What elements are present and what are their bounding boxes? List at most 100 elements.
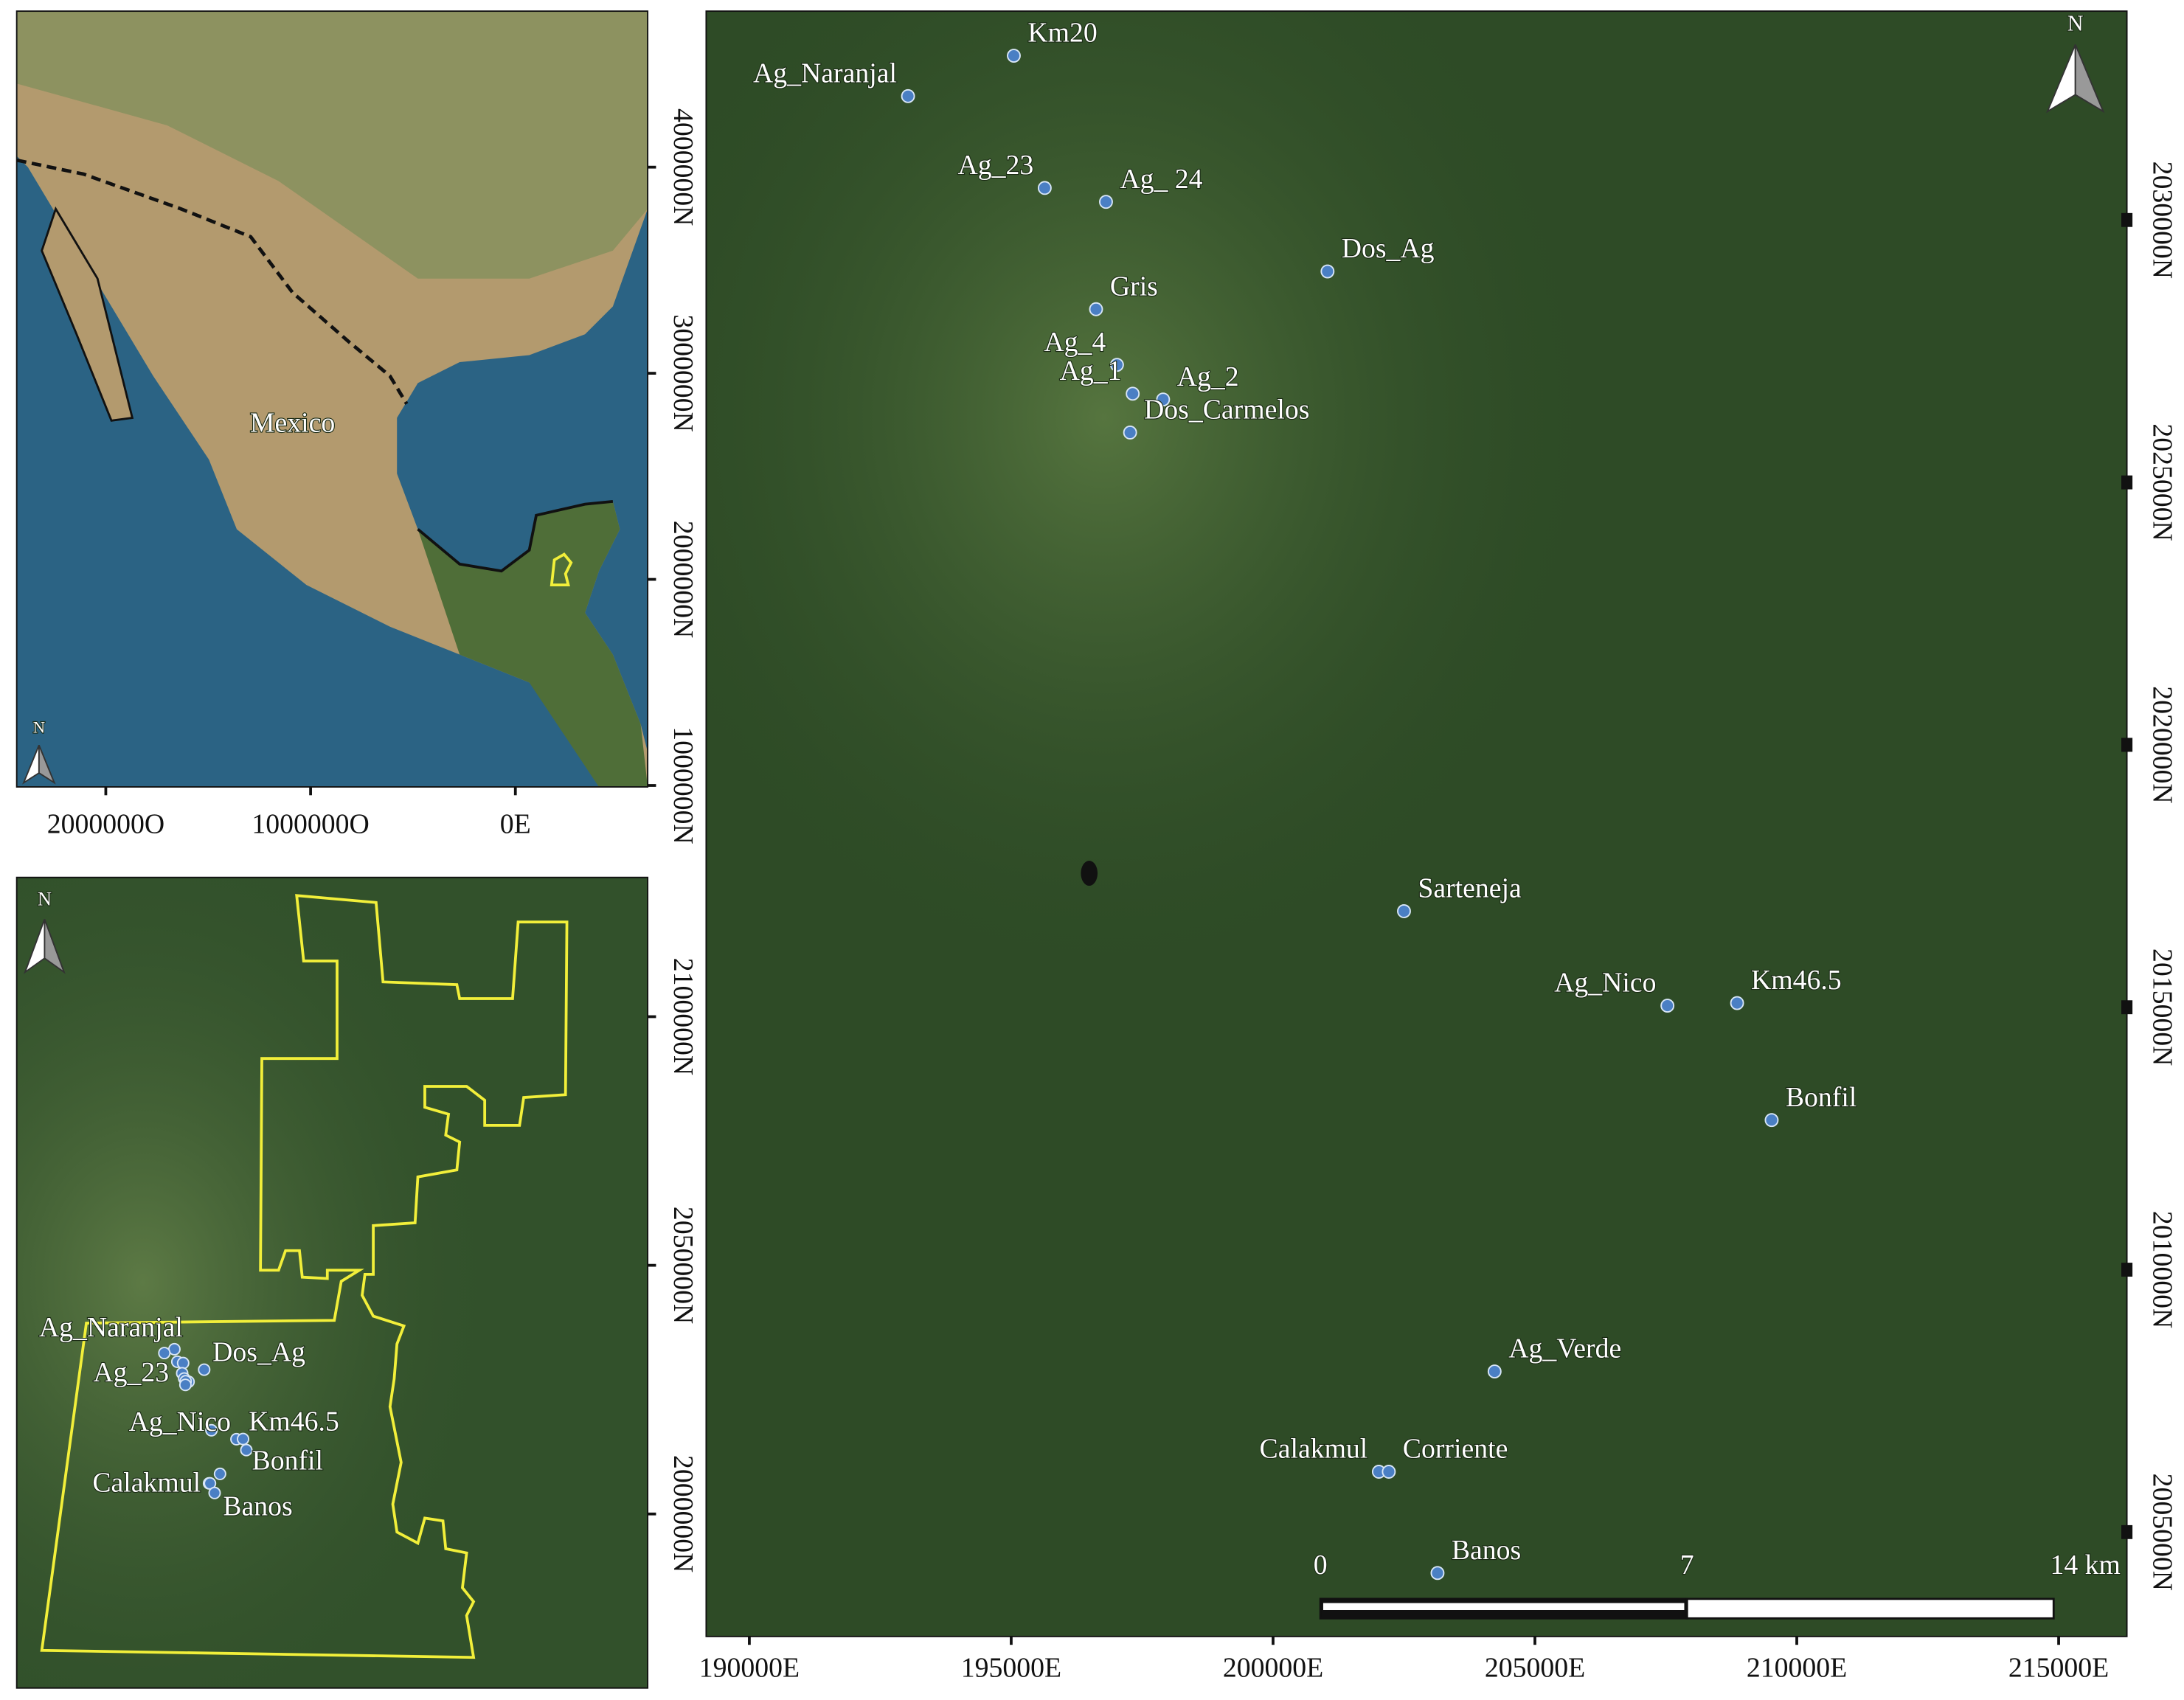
x-tick-label: 210000E <box>1747 1653 1847 1684</box>
x-tick-label: 200000E <box>1223 1653 1323 1684</box>
scale-label: 0 <box>1314 1550 1328 1581</box>
water-body <box>1081 861 1098 887</box>
site-point <box>1109 358 1124 372</box>
y-tick-label: 2025000N <box>2146 423 2177 541</box>
y-tick-label: 2015000N <box>2146 948 2177 1066</box>
border <box>16 158 409 405</box>
site-label: Ag_23 <box>958 150 1034 181</box>
tick-mark <box>2121 1000 2133 1015</box>
site-point <box>237 1432 250 1446</box>
site-point <box>901 89 915 103</box>
north-label: N <box>38 887 52 909</box>
site-point <box>240 1443 253 1457</box>
site-point <box>1660 999 1675 1013</box>
y-tick-label: 3000000N <box>668 314 698 431</box>
north-label: N <box>33 718 45 736</box>
reserve-boundary <box>40 894 569 1659</box>
forest-shade <box>706 11 2127 1637</box>
site-label: Ag_Naranjal <box>753 58 897 89</box>
tick-mark <box>2121 738 2133 752</box>
site-label: Calakmul <box>92 1468 201 1499</box>
country-label: Mexico <box>250 407 335 438</box>
site-label: Ag_ 24 <box>1120 164 1202 195</box>
y-tick-label: 2050000N <box>668 1207 698 1324</box>
y-tick-label: 2010000N <box>2146 1211 2177 1328</box>
site-label: Ag_1 <box>1060 355 1122 386</box>
y-tick-label: 2000000N <box>668 1455 698 1572</box>
site-point <box>178 1378 192 1392</box>
scale-segment <box>1685 1597 2055 1620</box>
y-tick-label: 2020000N <box>2146 686 2177 803</box>
scale-stripe <box>1322 1603 1685 1610</box>
site-point <box>208 1486 221 1499</box>
north-label: N <box>2067 11 2084 36</box>
site-label: Banos <box>223 1491 292 1522</box>
site-point <box>1320 264 1335 279</box>
site-label: Ag_Nico <box>1554 968 1656 999</box>
site-point <box>1397 904 1411 918</box>
x-tick-label: 0E <box>500 808 531 839</box>
baja <box>41 206 134 422</box>
y-tick-label: 1000000N <box>668 726 698 844</box>
site-label: Sarteneja <box>1418 873 1522 904</box>
x-tick-label: 190000E <box>699 1653 800 1684</box>
north-arrow <box>22 44 2105 974</box>
site-label: Km46.5 <box>1751 965 1842 996</box>
site-label: Ag_Nico <box>129 1406 231 1437</box>
site-point <box>198 1363 211 1376</box>
site-point <box>1430 1566 1445 1581</box>
tick-mark <box>2121 1524 2133 1539</box>
site-label: Banos <box>1452 1535 1521 1566</box>
site-point <box>1099 195 1113 209</box>
site-point <box>158 1347 171 1360</box>
site-point <box>1156 392 1171 407</box>
coast <box>417 499 614 573</box>
site-point <box>1123 426 1137 440</box>
y-tick-label: 2005000N <box>2146 1474 2177 1591</box>
site-point <box>213 1467 226 1480</box>
tick-mark <box>2121 212 2133 227</box>
land-south <box>417 501 648 787</box>
scale-label: 7 <box>1680 1550 1694 1581</box>
x-tick-label: 215000E <box>2008 1653 2109 1684</box>
site-label: Dos_Carmelos <box>1144 395 1309 426</box>
site-point <box>205 1423 218 1437</box>
site-label: Corriente <box>1403 1434 1508 1465</box>
site-label: Dos_Ag <box>1342 233 1435 264</box>
overview-inset <box>16 11 648 787</box>
site-point <box>1730 996 1744 1010</box>
site-label: Ag_23 <box>93 1357 169 1388</box>
y-tick-label: 4000000N <box>668 108 698 226</box>
forest-shade <box>16 877 648 1688</box>
site-label: Km20 <box>1027 18 1097 49</box>
site-point <box>1764 1113 1779 1128</box>
site-label: Ag_2 <box>1177 361 1239 392</box>
site-point <box>1089 302 1103 316</box>
x-tick-label: 1000000O <box>252 808 369 839</box>
site-point <box>176 1356 190 1370</box>
site-label: Gris <box>1110 271 1158 302</box>
site-point <box>1487 1364 1502 1379</box>
site-label: Bonfil <box>1786 1082 1857 1113</box>
main-frame <box>705 10 2128 1637</box>
x-tick-label: 205000E <box>1485 1653 1585 1684</box>
scale-label: 14 km <box>2050 1550 2120 1581</box>
tick-mark <box>2121 1263 2133 1277</box>
overview-frame <box>15 10 649 788</box>
x-tick-label: 195000E <box>961 1653 1061 1684</box>
site-label: Ag_Verde <box>1508 1333 1621 1364</box>
reserve-frame <box>15 876 649 1689</box>
tick-mark <box>2121 475 2133 490</box>
site-label: Km46.5 <box>249 1406 339 1437</box>
site-label: Dos_Ag <box>212 1337 305 1368</box>
site-point <box>1382 1465 1396 1479</box>
y-tick-label: 2100000N <box>668 958 698 1075</box>
x-tick-label: 2000000O <box>47 808 164 839</box>
site-point <box>1007 49 1021 63</box>
y-tick-label: 2030000N <box>2146 162 2177 279</box>
site-label: Bonfil <box>252 1446 323 1477</box>
land-north <box>16 11 648 279</box>
reserve-inset <box>16 877 648 1688</box>
